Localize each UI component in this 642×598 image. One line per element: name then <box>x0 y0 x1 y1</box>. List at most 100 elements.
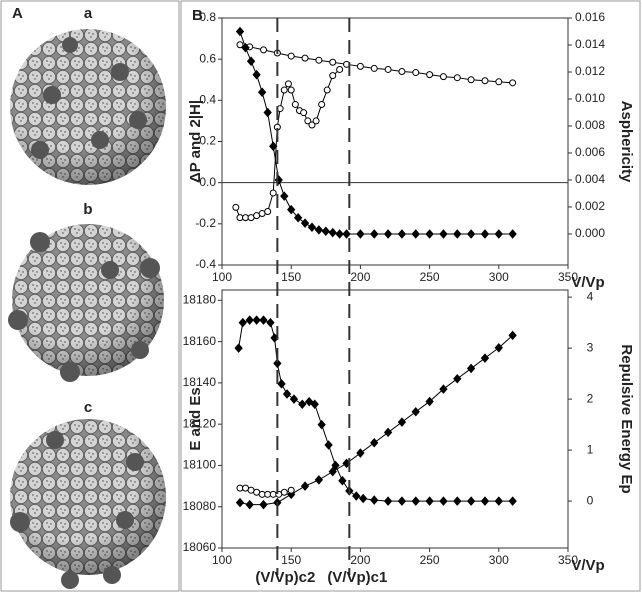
point <box>468 230 475 238</box>
point <box>454 230 461 238</box>
point <box>261 47 267 53</box>
point <box>281 489 287 495</box>
panel-label: A <box>12 5 23 22</box>
point <box>454 75 460 81</box>
series-line <box>240 335 513 504</box>
y2-tick-label: 0.014 <box>575 37 605 51</box>
y2-tick-label: 0.006 <box>575 145 605 159</box>
y2-tick-label: 0 <box>587 493 594 507</box>
point <box>481 230 488 238</box>
point <box>385 230 392 238</box>
item-label: c <box>84 399 92 416</box>
y-tick-label: 18080 <box>183 499 217 513</box>
y2-tick-label: 3 <box>587 340 594 354</box>
y-axis-title: ΔP and 2|H| <box>187 100 204 183</box>
point <box>267 319 274 327</box>
point <box>398 230 405 238</box>
y-tick-label: 0.6 <box>199 51 216 65</box>
critical-label: (V/Vp)c1 <box>327 569 387 586</box>
point <box>440 497 447 505</box>
point <box>281 192 288 200</box>
point <box>319 101 325 107</box>
critical-label: (V/Vp)c2 <box>255 569 315 586</box>
point <box>371 65 377 71</box>
y-tick-label: 0.8 <box>199 10 216 24</box>
x-tick-label: 100 <box>212 270 232 284</box>
point <box>253 316 260 324</box>
point <box>322 227 329 235</box>
point <box>357 63 363 69</box>
point <box>288 87 294 93</box>
point <box>237 42 243 48</box>
point <box>385 497 392 505</box>
x-axis-title: V/Vp <box>571 557 604 574</box>
series-line <box>239 320 513 501</box>
point <box>399 69 405 75</box>
y2-tick-label: 0.012 <box>575 64 605 78</box>
point <box>398 418 405 426</box>
point <box>495 497 502 505</box>
point <box>259 88 266 96</box>
point <box>290 395 297 403</box>
point <box>299 400 306 408</box>
point <box>315 476 322 484</box>
point <box>315 226 322 234</box>
point <box>288 487 294 493</box>
point <box>426 230 433 238</box>
point <box>371 496 378 504</box>
y-tick-label: 18180 <box>183 292 217 306</box>
point <box>360 495 367 503</box>
point <box>481 497 488 505</box>
point <box>385 66 391 72</box>
point <box>246 501 253 509</box>
y2-tick-label: 0.016 <box>575 10 605 24</box>
y-tick-label: 18160 <box>183 334 217 348</box>
point <box>353 492 360 500</box>
y-axis-title: E and Es <box>187 387 204 450</box>
point <box>496 79 502 85</box>
point <box>357 449 364 457</box>
point <box>260 316 267 324</box>
y2-tick-label: 0.002 <box>575 199 605 213</box>
point <box>412 408 419 416</box>
y2-axis-title: Repulsive Energy Ep <box>618 344 635 493</box>
sphere <box>10 419 166 589</box>
point <box>482 78 488 84</box>
point <box>302 219 309 227</box>
point <box>281 87 287 93</box>
point <box>385 428 392 436</box>
point <box>337 66 343 72</box>
y2-axis-title: Asphericity <box>618 101 635 183</box>
point <box>325 441 332 449</box>
x-tick-label: 300 <box>489 270 509 284</box>
point <box>313 118 319 124</box>
point <box>510 80 516 86</box>
point <box>371 439 378 447</box>
point <box>253 71 260 79</box>
point <box>308 223 315 231</box>
point <box>330 59 336 65</box>
y2-tick-label: 2 <box>587 391 594 405</box>
x-tick-label: 200 <box>350 270 370 284</box>
point <box>330 73 336 79</box>
y2-tick-label: 0.000 <box>575 226 605 240</box>
point <box>468 364 475 372</box>
point <box>260 501 267 509</box>
point <box>412 230 419 238</box>
figure: A a b c B 100150200250300350-0.4-0.20.00… <box>0 0 642 593</box>
y2-tick-label: 0.008 <box>575 118 605 132</box>
y2-tick-label: 0.010 <box>575 91 605 105</box>
point <box>236 499 243 507</box>
point <box>440 74 446 80</box>
plot-frame <box>222 290 568 548</box>
y-tick-label: -0.2 <box>195 216 216 230</box>
item-label: a <box>84 5 93 22</box>
sphere <box>8 224 164 382</box>
point <box>284 390 291 398</box>
point <box>413 70 419 76</box>
point <box>495 230 502 238</box>
point <box>454 497 461 505</box>
point <box>426 497 433 505</box>
point <box>278 380 285 388</box>
point <box>336 230 343 238</box>
